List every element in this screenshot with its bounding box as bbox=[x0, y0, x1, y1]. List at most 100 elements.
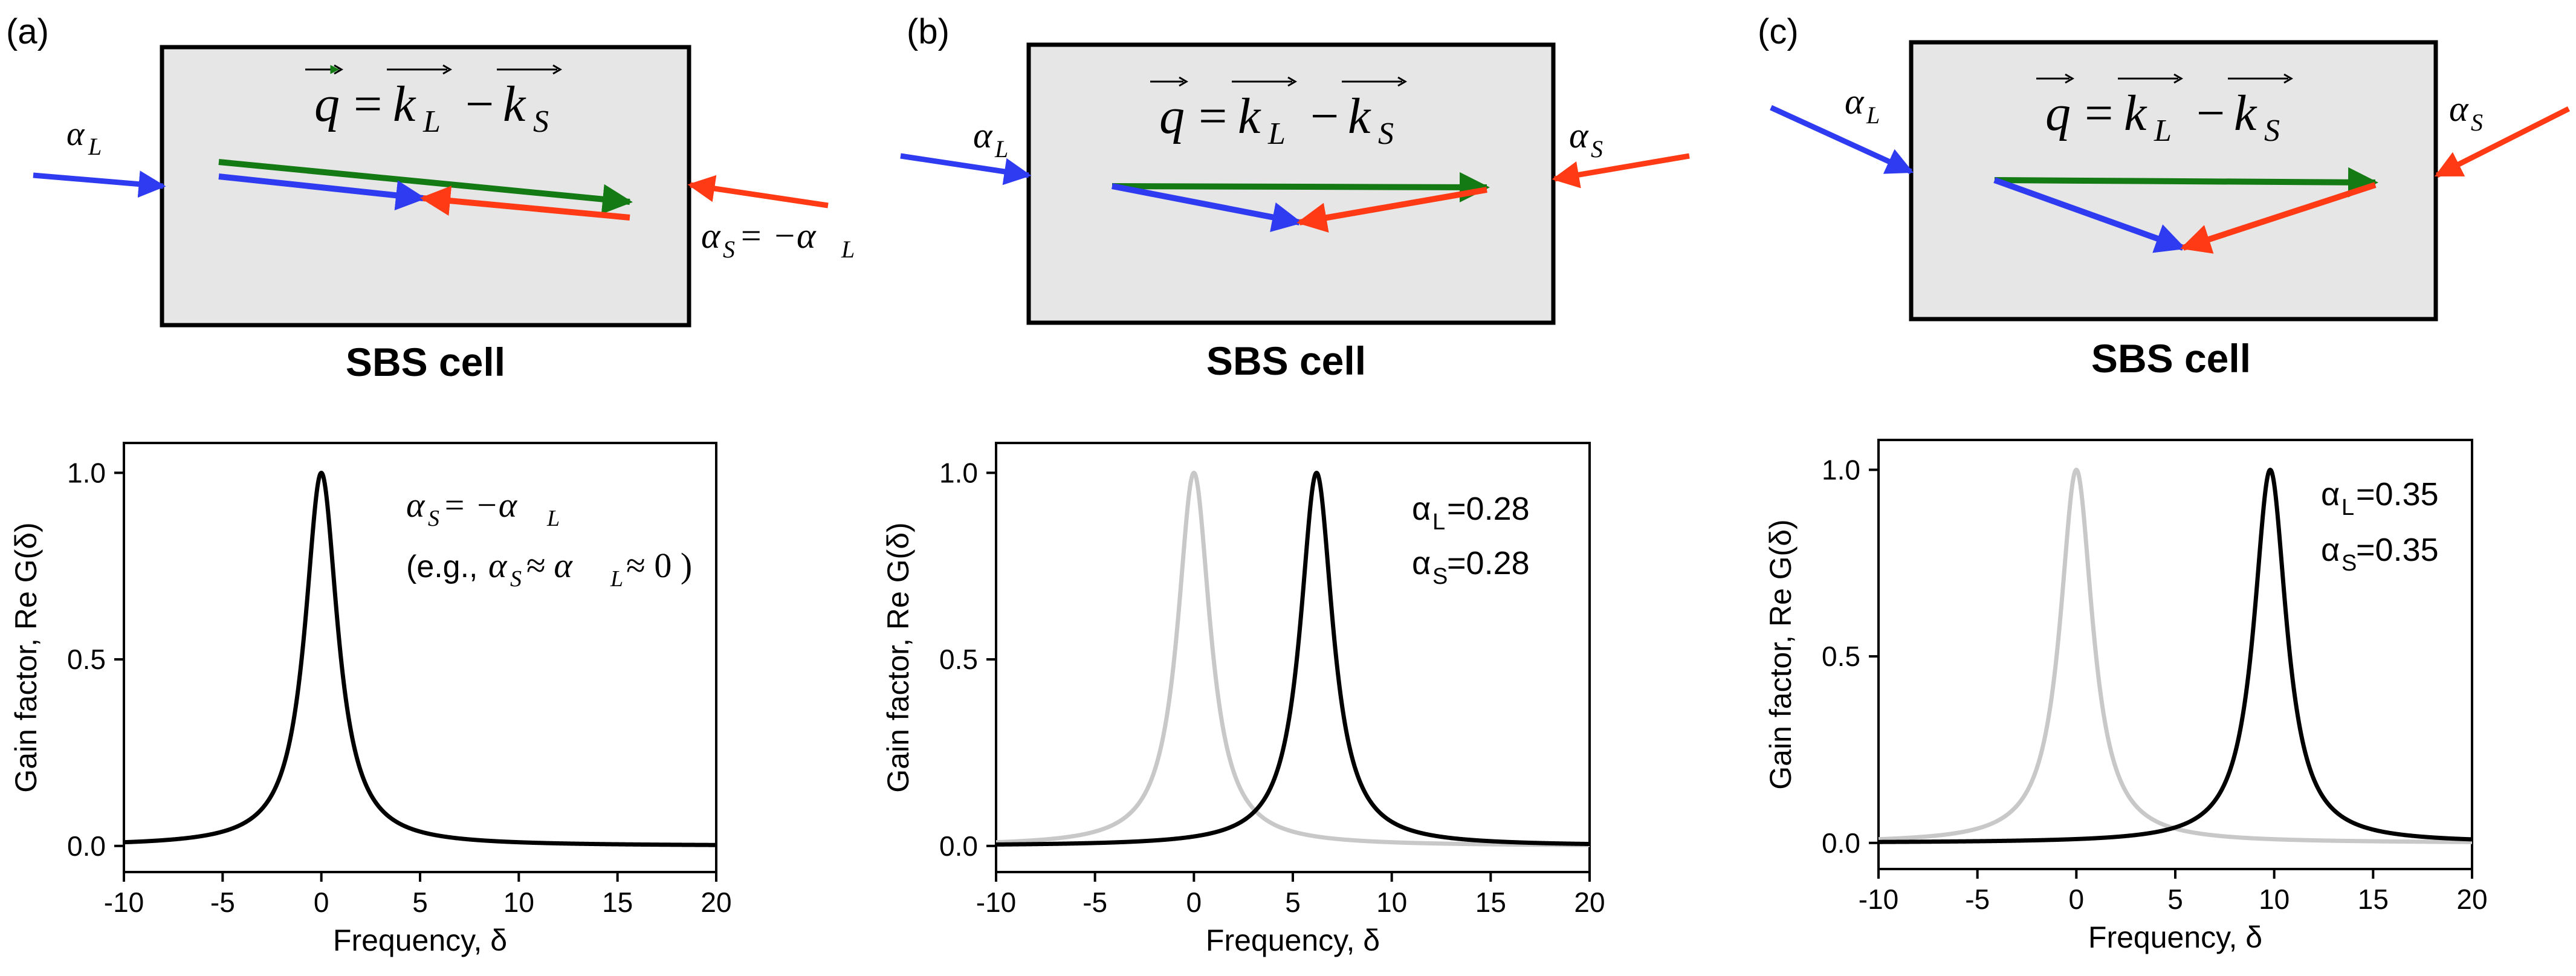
eq-minus: − bbox=[1310, 88, 1339, 144]
y-axis-label: Gain factor, Re G(δ) bbox=[1764, 519, 1798, 789]
gain-chart-a: -10 -5 0 5 10 15 20 0.0 0.5 1.0 Frequency, δ Gain f… bbox=[9, 442, 732, 957]
stokes-wavevector-arrow bbox=[420, 186, 630, 221]
laser-wavevector-arrow bbox=[1112, 183, 1303, 232]
y-tick-label: 0.0 bbox=[1822, 827, 1860, 859]
gain-chart-b: -10 -5 0 5 10 15 20 0.0 0.5 1.0 Frequency, δ Gain f… bbox=[881, 442, 1605, 957]
x-tick-label: -10 bbox=[1859, 884, 1898, 915]
panel-a: (a) q = k L − k S bbox=[6, 12, 855, 592]
x-tick-label: -10 bbox=[104, 887, 144, 918]
panel-c: (c) q = k L − k S bbox=[1758, 12, 2571, 576]
alpha-symbol: α bbox=[2449, 89, 2469, 129]
annot-alpha: α bbox=[488, 546, 508, 585]
y-tick-label: 0.0 bbox=[67, 830, 106, 862]
y-tick-label: 0.0 bbox=[939, 830, 978, 862]
incident-stokes-beam bbox=[1552, 153, 1690, 189]
series-line-1 bbox=[1877, 467, 2474, 844]
annot-mid: ≈ α bbox=[526, 546, 573, 585]
alpha-l-label: α L bbox=[1845, 82, 1880, 129]
vector-arrowhead bbox=[2283, 73, 2293, 84]
x-tick-label: 20 bbox=[2456, 884, 2487, 915]
eq-q: q bbox=[314, 76, 340, 132]
panel-b: (b) q = k L − k S bbox=[900, 12, 1690, 589]
x-tick-label: 20 bbox=[701, 887, 731, 918]
vector-arrowhead bbox=[334, 64, 343, 75]
annotation-c: α L =0.35 α S =0.35 bbox=[2321, 476, 2439, 576]
eq-sub-s: S bbox=[2264, 114, 2280, 148]
y-tick-label: 0.5 bbox=[1822, 641, 1860, 672]
alpha-subscript: S bbox=[723, 236, 735, 263]
vector-arrowhead bbox=[1397, 76, 1407, 87]
eq-sub-s: S bbox=[533, 105, 549, 139]
eq-sub-l: L bbox=[1267, 117, 1286, 151]
vector-arrowhead bbox=[1179, 76, 1188, 87]
eq-k: k bbox=[503, 76, 526, 132]
alpha-s-label: α S bbox=[1569, 115, 1603, 163]
wavevector-equation: q = k L − k S bbox=[305, 64, 562, 139]
alpha-subscript: L bbox=[88, 133, 102, 160]
acoustic-wavevector-arrow bbox=[1112, 172, 1490, 202]
eq-sub-s: S bbox=[1378, 117, 1394, 151]
alpha-subscript: L bbox=[1866, 102, 1880, 129]
x-tick-label: 5 bbox=[1285, 887, 1301, 918]
y-axis-label: Gain factor, Re G(δ) bbox=[881, 522, 915, 792]
x-axis-label: Frequency, δ bbox=[1206, 923, 1380, 957]
gain-chart-c: -10 -5 0 5 10 15 20 0.0 0.5 1.0 Frequency, δ Gain f… bbox=[1764, 439, 2488, 954]
alpha-symbol: α bbox=[973, 115, 993, 155]
wavevector-equation: q = k L − k S bbox=[1150, 76, 1407, 151]
cell-caption: SBS cell bbox=[346, 340, 505, 384]
panel-label-a: (a) bbox=[6, 12, 49, 51]
annot-value: =0.35 bbox=[2356, 532, 2439, 568]
laser-wavevector-arrow bbox=[1993, 177, 2186, 253]
annot-sub: L bbox=[610, 566, 623, 592]
alpha-subscript: S bbox=[2471, 109, 2483, 136]
sbs-cell-c: q = k L − k S bbox=[1909, 40, 2438, 322]
eq-minus: − bbox=[2196, 85, 2225, 141]
x-axis-label: Frequency, δ bbox=[2088, 920, 2262, 954]
x-tick-label: 5 bbox=[2167, 884, 2183, 915]
eq-minus: − bbox=[465, 76, 494, 132]
annot-alpha: α bbox=[1412, 545, 1431, 581]
alpha-symbol: α bbox=[66, 115, 85, 153]
eq-q: q bbox=[2045, 85, 2071, 141]
x-tick-label: 10 bbox=[503, 887, 534, 918]
x-tick-label: 20 bbox=[1574, 887, 1605, 918]
y-tick-label: 1.0 bbox=[1822, 454, 1860, 485]
annot-mid: ≈ 0 ) bbox=[626, 546, 692, 585]
x-tick-label: -10 bbox=[976, 887, 1016, 918]
alpha-subscript: L bbox=[994, 135, 1008, 163]
annot-sub: S bbox=[510, 566, 522, 592]
x-tick-label: 5 bbox=[412, 887, 428, 918]
eq-equals: = bbox=[1199, 88, 1227, 144]
eq-k: k bbox=[1348, 88, 1371, 144]
series-line-0 bbox=[1877, 467, 2474, 844]
annot-alpha: α bbox=[2321, 476, 2340, 512]
annot-alpha: α bbox=[1412, 491, 1431, 527]
wavevector-equation: q = k L − k S bbox=[2036, 73, 2293, 148]
incident-stokes-beam bbox=[2434, 106, 2571, 178]
x-tick-label: -5 bbox=[1965, 884, 1990, 915]
y-tick-label: 0.5 bbox=[67, 644, 106, 675]
y-axis-label: Gain factor, Re G(δ) bbox=[9, 522, 43, 792]
alpha-s-label: α S bbox=[2449, 89, 2483, 136]
annot-sub: L bbox=[1432, 509, 1445, 535]
annot-mid: = −α bbox=[442, 485, 518, 525]
alpha-s-label: α S = −α L bbox=[701, 216, 855, 263]
y-tick-label: 1.0 bbox=[939, 457, 978, 488]
x-tick-label: 15 bbox=[1475, 887, 1506, 918]
x-tick-label: 0 bbox=[1186, 887, 1202, 918]
eq-equals: = bbox=[2085, 85, 2113, 141]
vector-arrowhead bbox=[442, 64, 452, 75]
alpha-subscript: L bbox=[841, 236, 855, 263]
sbs-cell-b: q = k L − k S bbox=[1026, 42, 1556, 325]
y-tick-label: 0.5 bbox=[939, 644, 978, 675]
incident-stokes-beam bbox=[687, 175, 829, 208]
annot-sub: S bbox=[2341, 551, 2357, 576]
vector-arrowhead bbox=[2173, 73, 2183, 84]
sbs-cell-box bbox=[160, 45, 691, 328]
annotation-a: α S = −α L (e.g., α S ≈ α L ≈ 0 ) bbox=[406, 485, 692, 592]
alpha-subscript: S bbox=[1591, 135, 1603, 163]
alpha-symbol: α bbox=[701, 216, 721, 256]
cell-caption: SBS cell bbox=[2091, 336, 2251, 381]
